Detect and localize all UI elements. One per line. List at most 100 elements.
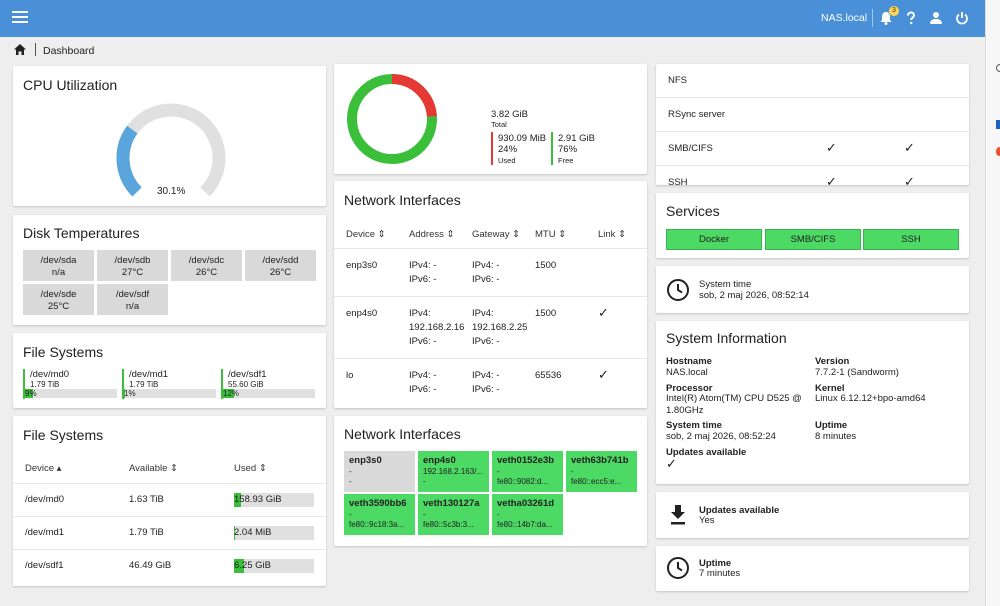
net-tile-name: veth63b741b [571, 455, 629, 466]
memory-total-label: Total [491, 120, 507, 129]
memory-free-label: Free [558, 156, 574, 165]
table-row[interactable]: /dev/md0 1.63 TiB 158.93 GiB [13, 483, 326, 516]
service-name: SMB/CIFS [668, 143, 713, 154]
fs-row-used-bar: 158.93 GiB [234, 493, 314, 507]
user-icon[interactable] [928, 10, 944, 26]
fs-header-device[interactable]: Device ▴ [25, 463, 62, 474]
net-tile-ipv4: - [571, 467, 574, 476]
fs-table-title: File Systems [23, 427, 104, 443]
fs-row-used: 6.25 GiB [234, 560, 271, 571]
memory-total-value: 3.82 GiB [491, 109, 528, 120]
bell-icon[interactable] [878, 10, 894, 26]
download-icon [671, 505, 685, 525]
services-table-row[interactable]: SMB/CIFS ✓ ✓ [656, 132, 969, 166]
net-interface-tile[interactable]: enp4s0 192.168.2.163/... - [418, 451, 489, 492]
services-table-row[interactable]: NFS [656, 64, 969, 98]
updates-label: Updates available [699, 505, 780, 516]
table-row[interactable]: enp4s0 IPv4: 192.168.2.16 IPv6: - IPv4: 19… [334, 296, 647, 358]
fs-summary-size: 1.79 TiB [129, 380, 159, 389]
disk-temp-device: /dev/sde [40, 289, 77, 300]
fs-table-card: File Systems Device ▴ Available ⇕ Used ⇕… [13, 416, 326, 586]
sysinfo-uptime-label: Uptime [815, 420, 848, 431]
net-tile-name: enp4s0 [423, 455, 456, 466]
net-table-card: Network Interfaces Device ⇕ Address ⇕ Ga… [334, 181, 647, 408]
fs-row-used-bar: 6.25 GiB [234, 559, 314, 573]
memory-free-block: 2.91 GiB 76% Free [558, 133, 595, 166]
disk-temp-value: n/a [125, 301, 140, 312]
table-row[interactable]: lo IPv4: - IPv6: - IPv4: - IPv6: - 65536 ✓ [334, 358, 647, 406]
fs-summary-card: File Systems /dev/md0 1.79 TiB 9%/dev/md1 1… [13, 333, 326, 408]
sysinfo-uptime: 8 minutes [815, 431, 857, 442]
net-interface-tile[interactable]: veth63b741b - fe80::ecc5:e... [566, 451, 637, 492]
memory-used-arc [391, 74, 437, 118]
net-header-device[interactable]: Device ⇕ [346, 229, 386, 240]
table-row[interactable]: /dev/sdf1 46.49 GiB 6.25 GiB [13, 549, 326, 582]
net-row-gateway: IPv4: 192.168.2.25 IPv6: - [472, 308, 528, 347]
net-row-divider [334, 358, 647, 359]
sysinfo-time: sob, 2 maj 2026, 08:52:24 [666, 431, 776, 442]
net-row-device: lo [346, 370, 354, 381]
net-tile-name: veth0152e3b [497, 455, 555, 466]
net-interface-tile[interactable]: veth3590bb6- fe80::9c18:3a... [344, 494, 415, 535]
sysinfo-processor: Intel(R) Atom(TM) CPU D525 @ 1.80GHz [666, 393, 802, 416]
service-docker[interactable]: Docker [666, 229, 762, 250]
services-table-card: NFS RSync server SMB/CIFS ✓ ✓ SSH ✓ ✓ [656, 64, 969, 185]
menu-icon[interactable] [12, 11, 28, 25]
fs-summary-size: 1.79 TiB [30, 380, 60, 389]
fs-summary-bar: 1% [124, 389, 216, 398]
net-tile-ipv4: - [497, 510, 500, 519]
memory-donut [347, 74, 437, 164]
net-row-mtu: 1500 [535, 308, 557, 319]
home-icon[interactable] [13, 43, 27, 56]
sysinfo-updates-label: Updates available [666, 447, 747, 458]
fs-summary-bar-fill [124, 389, 125, 398]
fs-summary-device: /dev/sdf1 [228, 369, 267, 380]
net-header-gateway[interactable]: Gateway ⇕ [472, 229, 521, 240]
top-bar: NAS.local 3 [0, 0, 985, 37]
net-tiles-card: Network Interfaces enp3s0- - enp4s0 192.168… [334, 416, 647, 546]
net-interface-tile[interactable]: veth130127a - fe80::5c3b:3... [418, 494, 489, 535]
disk-temp-tile: /dev/sdf n/a [97, 284, 168, 315]
system-time-card: System time sob, 2 maj 2026, 08:52:14 [656, 266, 969, 313]
service-enabled-check: ✓ [826, 140, 837, 155]
table-row[interactable]: /dev/md1 1.79 TiB 2.04 MiB [13, 516, 326, 549]
net-header-address[interactable]: Address ⇕ [409, 229, 455, 240]
net-row-address: IPv4: 192.168.2.16 IPv6: - [409, 308, 465, 347]
services-table-row[interactable]: RSync server [656, 98, 969, 132]
net-interface-tile[interactable]: enp3s0- - [344, 451, 415, 492]
fs-summary-bar-fill [223, 389, 235, 398]
fs-header-available[interactable]: Available ⇕ [129, 463, 178, 474]
help-icon[interactable] [903, 10, 919, 26]
disk-temp-tile: /dev/sdd 26°C [245, 250, 316, 281]
services-table-row[interactable]: SSH ✓ ✓ [656, 166, 969, 186]
service-running-check: ✓ [904, 174, 915, 186]
net-tile-ipv6: fe80::9c18:3a... [349, 520, 405, 529]
service-smb[interactable]: SMB/CIFS [765, 229, 861, 250]
sysinfo-hostname: NAS.local [666, 367, 708, 378]
cpu-card: CPU Utilization 30.1% [13, 66, 326, 206]
net-tile-ipv6: fe80::14b7:da... [497, 520, 553, 529]
net-table-title: Network Interfaces [344, 192, 461, 208]
net-interface-tile[interactable]: veth0152e3b - fe80::9082:d... [492, 451, 563, 492]
strip-orange-icon [996, 147, 1000, 156]
sysinfo-kernel: Linux 6.12.12+bpo-amd64 [815, 393, 926, 404]
net-row-divider [334, 296, 647, 297]
net-header-link[interactable]: Link ⇕ [598, 229, 627, 240]
table-row[interactable]: enp3s0 IPv4: - IPv6: - IPv4: - IPv6: - 1500 [334, 248, 647, 296]
hostname-label: NAS.local [821, 12, 868, 24]
net-row-address: IPv4: - IPv6: - [409, 370, 437, 395]
fs-row-used: 158.93 GiB [234, 494, 282, 505]
net-interface-tile[interactable]: vetha03261d - fe80::14b7:da... [492, 494, 563, 535]
net-header-mtu[interactable]: MTU ⇕ [535, 229, 567, 240]
sysinfo-hostname-label: Hostname [666, 356, 712, 367]
service-name: NFS [668, 75, 687, 86]
sysinfo-version-label: Version [815, 356, 850, 367]
breadcrumb: Dashboard [0, 37, 985, 63]
disk-temp-value: n/a [51, 267, 66, 278]
power-icon[interactable] [954, 10, 970, 26]
cpu-gauge [116, 103, 226, 197]
memory-free-value: 2.91 GiB [558, 133, 595, 144]
service-ssh[interactable]: SSH [863, 229, 959, 250]
fs-header-used[interactable]: Used ⇕ [234, 463, 267, 474]
sysinfo-card: System Information Hostname NAS.local Ve… [656, 321, 969, 484]
